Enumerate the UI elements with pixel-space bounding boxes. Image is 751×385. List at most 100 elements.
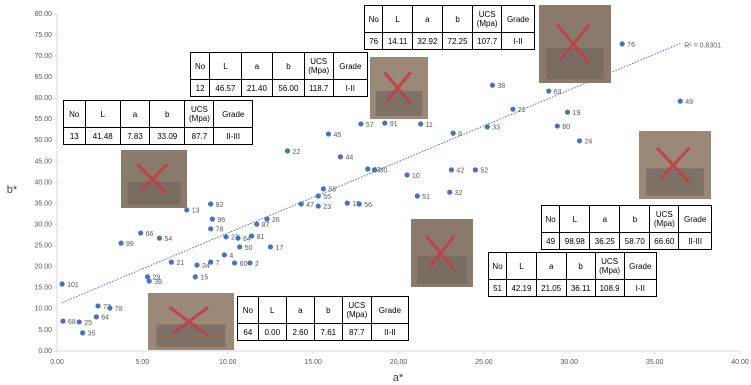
point-label: 91 [390, 121, 398, 128]
table-header: NoLabUCS (Mpa)Grade [191, 53, 368, 80]
point [490, 83, 495, 88]
point [208, 226, 213, 231]
point-label: 92 [216, 202, 224, 209]
point [510, 107, 515, 112]
point [208, 201, 213, 206]
table-cell: 58.70 [620, 233, 650, 250]
table-cell: 36.11 [566, 280, 595, 297]
y-axis-label: b* [7, 184, 18, 196]
point [418, 121, 423, 126]
point [223, 234, 228, 239]
point [316, 193, 321, 198]
point [193, 274, 198, 279]
photo [148, 293, 234, 350]
table-cell: b [442, 6, 472, 33]
point-label: 52 [480, 168, 488, 175]
y-tick-label: 75.00 [34, 32, 52, 39]
point [372, 167, 377, 172]
x-axis-label: a* [393, 372, 404, 384]
table-cell: Grade [679, 206, 712, 233]
point-label: 32 [455, 190, 463, 197]
table-cell: 21.40 [241, 80, 273, 97]
point-label: 25 [84, 320, 92, 327]
table-cell: I-II [333, 80, 367, 97]
x-tick-label: 25.00 [475, 359, 493, 366]
point-label: 50 [245, 245, 253, 252]
table-header: NoLabUCS (Mpa)Grade [64, 101, 253, 128]
y-tick-label: 30.00 [34, 221, 52, 228]
y-tick-label: 50.00 [34, 137, 52, 144]
point-label: 7 [216, 260, 220, 267]
point-label: 84 [243, 236, 251, 243]
point-label: 44 [345, 155, 353, 162]
photo-shade [128, 182, 181, 205]
table-cell: a [120, 101, 149, 128]
point-label: 80 [562, 124, 570, 131]
y-tick-label: 35.00 [34, 200, 52, 207]
point [338, 154, 343, 159]
y-tick-label: 40.00 [34, 179, 52, 186]
table-cell: L [85, 101, 120, 128]
point-label: 4 [229, 253, 233, 260]
table-cell: 32.92 [412, 33, 442, 50]
table-cell: No [542, 206, 560, 233]
table-cell: I-II [624, 280, 656, 297]
point-label: 21 [176, 260, 184, 267]
x-tick-label: 40.00 [731, 359, 749, 366]
y-tick-label: 55.00 [34, 116, 52, 123]
table-cell: UCS (Mpa) [650, 206, 679, 233]
table-cell: L [210, 53, 242, 80]
point-label: 96 [217, 217, 225, 224]
point-label: 56 [364, 202, 372, 209]
photo [639, 131, 711, 199]
table-cell: 56.00 [273, 80, 305, 97]
table-cell: 108.9 [595, 280, 624, 297]
point-label: 87 [262, 222, 270, 229]
table-cell: 66.60 [650, 233, 679, 250]
x-tick-label: 0.00 [50, 359, 64, 366]
point-label: 23 [323, 204, 331, 211]
y-tick-label: 10.00 [34, 306, 52, 313]
table-cell: No [64, 101, 86, 128]
point [577, 138, 582, 143]
point [447, 190, 452, 195]
table-cell: II-II [371, 324, 408, 341]
data-table: NoLabUCS (Mpa)Grade7614.1132.9272.25107.… [364, 5, 535, 50]
y-tick-label: 70.00 [34, 53, 52, 60]
point-label: 68 [68, 319, 76, 326]
table-cell: No [489, 253, 507, 280]
point-label: 26 [272, 217, 280, 224]
point [365, 166, 370, 171]
table-cell: 87.7 [342, 324, 371, 341]
table-header: NoLabUCS (Mpa)Grade [542, 206, 712, 233]
point-label: 76 [627, 42, 635, 49]
point-label: 54 [164, 236, 172, 243]
point [326, 131, 331, 136]
data-table: NoLabUCS (Mpa)Grade5142.1921.0536.11108.… [488, 252, 657, 297]
point-label: 21 [518, 107, 526, 114]
point [473, 167, 478, 172]
table-cell: II-III [679, 233, 712, 250]
table-cell: 72.25 [442, 33, 472, 50]
y-tick-label: 20.00 [34, 264, 52, 271]
table-cell: b [314, 297, 342, 324]
point-label: 2 [255, 261, 259, 268]
table-cell: Grade [624, 253, 656, 280]
table-cell: I-II [502, 33, 535, 50]
table-cell: 41.48 [85, 128, 120, 145]
point-label: 22 [293, 149, 301, 156]
point [546, 88, 551, 93]
x-tick-label: 15.00 [304, 359, 322, 366]
point [60, 318, 65, 323]
point [94, 314, 99, 319]
table-cell: No [191, 53, 210, 80]
point [247, 260, 252, 265]
table-row: 1341.487.8333.0987.7II-III [64, 128, 253, 145]
table-cell: 118.7 [304, 80, 333, 97]
point [620, 41, 625, 46]
table-cell: 51 [489, 280, 507, 297]
data-table: NoLabUCS (Mpa)Grade4998.9836.2558.7066.6… [541, 205, 712, 250]
